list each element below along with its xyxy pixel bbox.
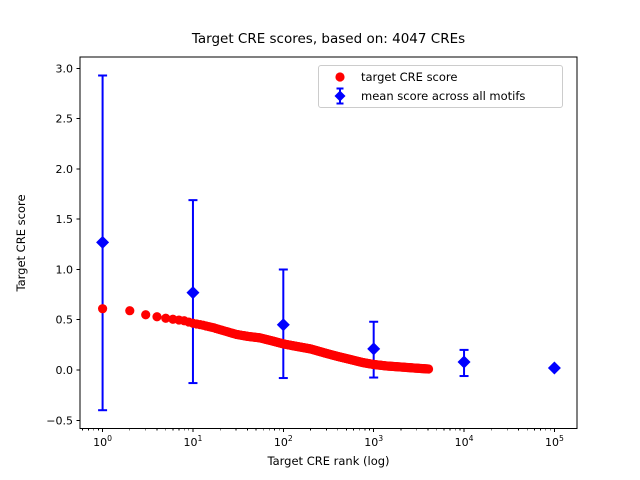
x-tick-label: 103 (364, 434, 383, 449)
y-tick-label: 2.5 (56, 113, 74, 126)
y-tick-label: 2.0 (56, 163, 74, 176)
blue-mean-point (457, 355, 471, 369)
red-scatter-point (423, 364, 434, 374)
red-scatter-point (125, 306, 135, 316)
x-tick-label: 101 (184, 434, 203, 449)
red-scatter-point (161, 313, 171, 323)
y-tick-label: −0.5 (46, 414, 73, 427)
red-scatter-point (97, 304, 108, 314)
legend-entry-mean-score: mean score across all motifs (319, 87, 562, 106)
blue-mean-point (186, 286, 200, 300)
red-circle-marker-icon (319, 68, 361, 86)
red-scatter-point (141, 310, 151, 320)
legend: target CRE score mean score across all m… (318, 65, 563, 108)
x-tick-label: 100 (93, 434, 112, 449)
y-axis-label: Target CRE score (14, 194, 28, 292)
blue-diamond-errorbar-marker-icon (319, 87, 361, 105)
y-tick-label: 0.0 (56, 364, 74, 377)
y-tick-label: 1.0 (56, 263, 74, 276)
blue-mean-point (276, 318, 290, 332)
legend-entry-target-cre-score: target CRE score (319, 67, 562, 86)
plot-border (79, 56, 578, 429)
y-tick-label: 1.5 (56, 213, 74, 226)
y-tick-label: 0.5 (56, 314, 74, 327)
blue-mean-point (96, 235, 110, 249)
x-tick-label: 102 (274, 434, 293, 449)
legend-label: mean score across all motifs (361, 89, 526, 104)
y-tick-label: 3.0 (56, 62, 74, 75)
x-tick-label: 104 (455, 434, 474, 449)
red-scatter-point (152, 312, 162, 322)
blue-mean-point (367, 342, 381, 356)
legend-label: target CRE score (361, 69, 458, 84)
x-axis-label: Target CRE rank (log) (267, 454, 390, 468)
chart-title: Target CRE scores, based on: 4047 CREs (191, 31, 466, 47)
blue-mean-point (547, 361, 561, 375)
x-tick-label: 105 (545, 434, 564, 449)
